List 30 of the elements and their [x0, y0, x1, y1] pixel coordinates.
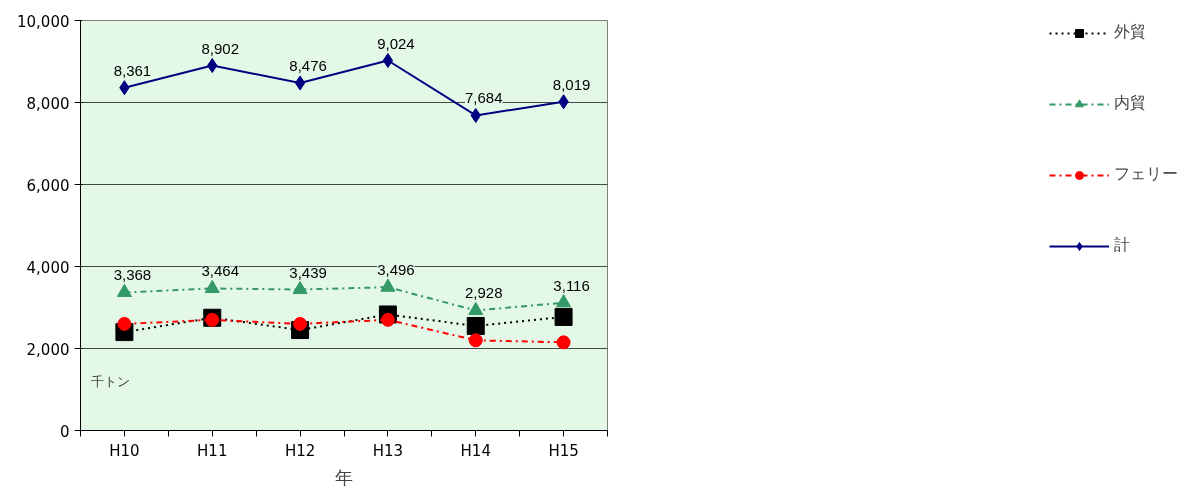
- data-label: 8,476: [289, 56, 327, 74]
- x-tick-label: H14: [460, 441, 491, 460]
- y-tick-label: 8,000: [26, 94, 70, 113]
- data-label: 3,496: [377, 261, 415, 279]
- x-axis-title: 年: [335, 467, 353, 488]
- data-label: 9,024: [377, 34, 415, 52]
- legend-label: 外貿: [1114, 22, 1147, 42]
- data-label: 8,902: [201, 39, 240, 57]
- y-tick-label: 0: [59, 422, 70, 441]
- x-tick-label: H15: [548, 441, 579, 460]
- legend-label: 計: [1114, 235, 1131, 255]
- y-tick-label: 6,000: [26, 176, 70, 195]
- data-label: 8,019: [552, 75, 591, 93]
- data-label: 3,439: [289, 263, 327, 281]
- y-tick-label: 4,000: [26, 258, 70, 277]
- legend-label: 内貿: [1114, 93, 1147, 113]
- data-label: 2,928: [464, 284, 503, 302]
- x-tick-label: H12: [284, 441, 316, 460]
- x-tick-label: H10: [109, 441, 140, 460]
- data-label: 7,684: [464, 89, 503, 107]
- data-label: 3,464: [201, 262, 240, 280]
- legend-label: フェリー: [1114, 164, 1178, 184]
- data-label: 3,368: [113, 266, 152, 284]
- data-label: 8,361: [113, 61, 152, 79]
- y-tick-label: 10,000: [17, 12, 70, 31]
- x-tick-label: H11: [197, 441, 228, 460]
- x-tick-label: H13: [372, 441, 404, 460]
- data-label: 3,116: [553, 276, 590, 294]
- y-axis-title: 千トン: [90, 373, 130, 389]
- y-tick-label: 2,000: [26, 340, 70, 359]
